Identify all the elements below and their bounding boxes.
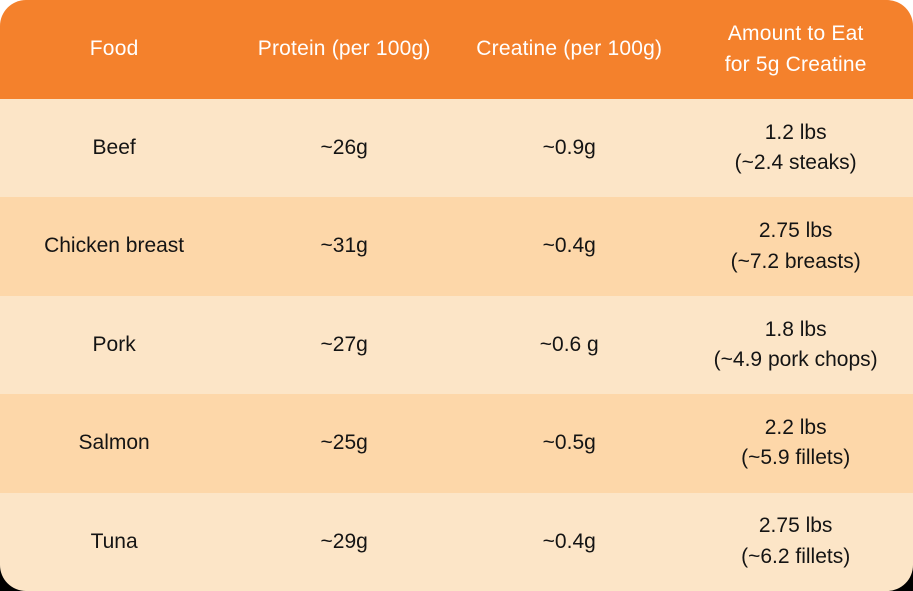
header-amount: Amount to Eat for 5g Creatine [678,19,913,80]
amount-line1: 2.75 lbs [758,514,833,538]
amount-line2: (~7.2 breasts) [730,249,861,273]
table-row-chicken-breast: Chicken breast ~31g ~0.4g 2.75 lbs (~7.2… [0,197,913,296]
header-amount-line1: Amount to Eat [727,22,864,46]
protein-cell: ~26g [320,135,368,159]
amount-line1: 2.75 lbs [758,219,833,243]
food-cell: Pork [92,332,136,356]
protein-cell: ~25g [320,431,368,455]
header-protein: Protein (per 100g) [257,37,431,61]
creatine-cell: ~0.9g [542,135,596,159]
amount-line2: (~5.9 fillets) [741,446,851,470]
amount-cell: 2.75 lbs (~6.2 fillets) [678,511,913,572]
amount-cell: 2.75 lbs (~7.2 breasts) [678,216,913,277]
amount-line2: (~6.2 fillets) [741,544,851,568]
food-cell: Chicken breast [44,234,185,258]
amount-line2: (~4.9 pork chops) [713,348,878,372]
food-cell: Beef [92,135,136,159]
amount-cell: 1.2 lbs (~2.4 steaks) [678,118,913,179]
protein-cell: ~31g [320,234,368,258]
amount-line1: 1.2 lbs [764,120,827,144]
table-header: Food Protein (per 100g) Creatine (per 10… [0,0,913,99]
header-food: Food [89,37,139,61]
amount-line1: 1.8 lbs [764,317,827,341]
table-row-tuna: Tuna ~29g ~0.4g 2.75 lbs (~6.2 fillets) [0,492,913,591]
food-cell: Tuna [90,529,138,553]
food-cell: Salmon [78,431,150,455]
table-row-pork: Pork ~27g ~0.6 g 1.8 lbs (~4.9 pork chop… [0,295,913,395]
amount-cell: 1.8 lbs (~4.9 pork chops) [678,315,913,376]
amount-line2: (~2.4 steaks) [734,151,857,175]
header-creatine: Creatine (per 100g) [476,37,663,61]
table-row-beef: Beef ~26g ~0.9g 1.2 lbs (~2.4 steaks) [0,99,913,198]
amount-cell: 2.2 lbs (~5.9 fillets) [678,413,913,474]
creatine-cell: ~0.6 g [539,332,599,356]
amount-line1: 2.2 lbs [764,415,827,439]
creatine-cell: ~0.4g [542,234,596,258]
table-row-salmon: Salmon ~25g ~0.5g 2.2 lbs (~5.9 fillets) [0,394,913,493]
protein-cell: ~29g [320,529,368,553]
protein-cell: ~27g [320,332,368,356]
header-amount-line2: for 5g Creatine [724,52,867,76]
creatine-cell: ~0.5g [542,431,596,455]
creatine-cell: ~0.4g [542,529,596,553]
